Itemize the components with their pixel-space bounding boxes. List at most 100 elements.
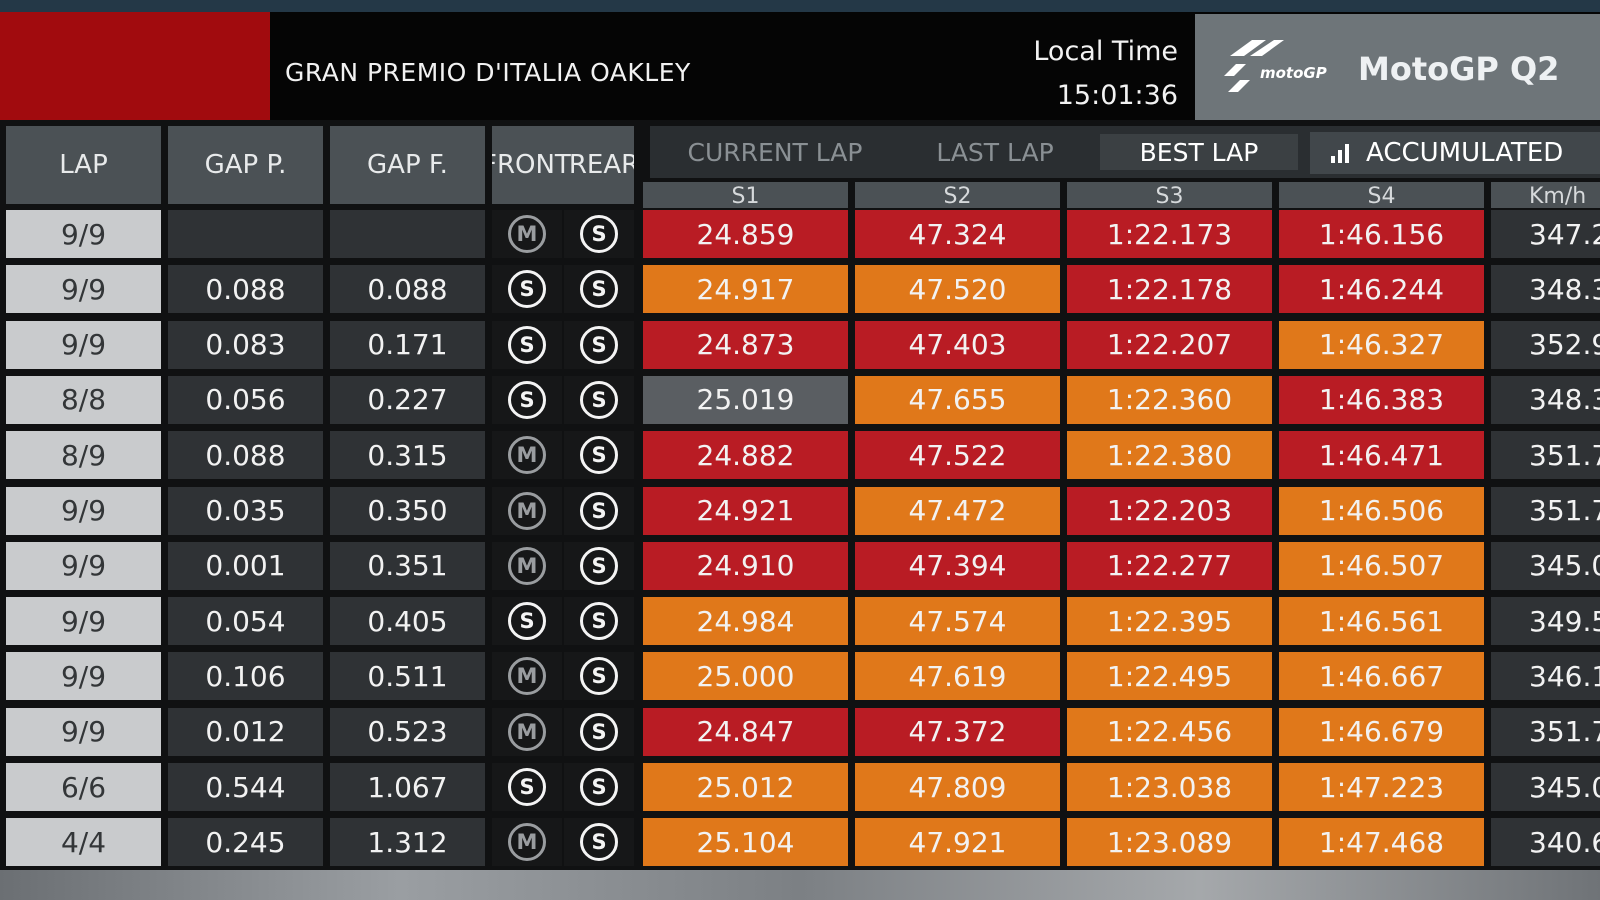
sector-s4-cell: 1:46.156 xyxy=(1279,210,1484,258)
front-tyre-cell: S xyxy=(492,375,562,424)
gap-first-cell: 1.312 xyxy=(330,818,485,867)
soft-tyre-icon: S xyxy=(508,380,546,419)
top-strip xyxy=(0,0,1600,12)
table-row[interactable]: 9/9 0.054 0.405 S S 24.984 47.574 1:22.395 1:46.… xyxy=(0,597,1600,649)
speed-cell: 349.5 xyxy=(1491,597,1600,646)
gap-previous-cell: 0.035 xyxy=(168,486,323,535)
front-tyre-cell: M xyxy=(492,486,562,535)
sector-s3-cell: 1:22.277 xyxy=(1067,541,1272,590)
col-header-gap-previous[interactable]: GAP P. xyxy=(168,126,323,204)
rear-tyre-cell: S xyxy=(564,763,634,811)
sector-s2-cell: 47.403 xyxy=(855,320,1060,369)
gap-first-cell: 0.171 xyxy=(330,320,485,369)
rear-tyre-cell: S xyxy=(564,320,634,369)
rear-tyre-cell: S xyxy=(564,375,634,424)
table-row[interactable]: 8/9 0.088 0.315 M S 24.882 47.522 1:22.380 1:46.… xyxy=(0,431,1600,483)
speed-cell: 351.7 xyxy=(1491,486,1600,535)
medium-tyre-icon: M xyxy=(508,712,546,751)
soft-tyre-icon: S xyxy=(580,270,618,309)
sector-s4-cell: 1:46.507 xyxy=(1279,541,1484,590)
col-header-s3[interactable]: S3 xyxy=(1067,182,1272,208)
gap-previous-cell: 0.088 xyxy=(168,431,323,480)
gap-first-cell: 0.088 xyxy=(330,265,485,314)
sector-s2-cell: 47.574 xyxy=(855,597,1060,646)
sector-s1-cell: 24.859 xyxy=(643,210,848,258)
rear-tyre-cell: S xyxy=(564,597,634,646)
table-row[interactable]: 9/9 0.001 0.351 M S 24.910 47.394 1:22.277 1:46.… xyxy=(0,541,1600,594)
sector-s1-cell: 24.984 xyxy=(643,597,848,646)
rear-tyre-cell: S xyxy=(564,541,634,590)
soft-tyre-icon: S xyxy=(508,602,546,641)
tab-current-lap[interactable]: CURRENT LAP xyxy=(687,137,863,167)
speed-cell: 351.7 xyxy=(1491,431,1600,480)
sector-s2-cell: 47.619 xyxy=(855,652,1060,701)
lap-cell: 6/6 xyxy=(6,763,161,811)
tab-best-lap[interactable]: BEST LAP xyxy=(1100,134,1298,170)
col-header-tyres: FRONT REAR xyxy=(492,126,634,204)
lap-cell: 9/9 xyxy=(6,265,161,314)
table-row[interactable]: 9/9 0.106 0.511 M S 25.000 47.619 1:22.495 1:46.… xyxy=(0,652,1600,704)
team-color-block xyxy=(0,12,270,120)
table-row[interactable]: 9/9 0.035 0.350 M S 24.921 47.472 1:22.203 1:46.… xyxy=(0,486,1600,539)
session-title: MotoGP Q2 xyxy=(1358,50,1560,88)
accumulated-toggle[interactable]: ACCUMULATED xyxy=(1310,132,1600,174)
col-header-s2[interactable]: S2 xyxy=(855,182,1060,208)
sector-s2-cell: 47.921 xyxy=(855,818,1060,867)
table-row[interactable]: 9/9 0.083 0.171 S S 24.873 47.403 1:22.207 1:46.… xyxy=(0,320,1600,373)
front-tyre-cell: M xyxy=(492,541,562,590)
table-row[interactable]: 9/9 0.012 0.523 M S 24.847 47.372 1:22.456 1:46.… xyxy=(0,707,1600,760)
table-row[interactable]: 8/8 0.056 0.227 S S 25.019 47.655 1:22.360 1:46.… xyxy=(0,375,1600,428)
soft-tyre-icon: S xyxy=(580,491,618,530)
lap-cell: 8/8 xyxy=(6,375,161,424)
gap-first-cell: 1.067 xyxy=(330,763,485,811)
sector-s1-cell: 24.921 xyxy=(643,486,848,535)
soft-tyre-icon: S xyxy=(508,768,546,806)
gap-first-cell: 0.523 xyxy=(330,707,485,756)
gap-first-cell xyxy=(330,210,485,258)
table-row[interactable]: 4/4 0.245 1.312 M S 25.104 47.921 1:23.089 1:47.… xyxy=(0,818,1600,870)
rear-tyre-cell: S xyxy=(564,486,634,535)
sector-s3-cell: 1:22.178 xyxy=(1067,265,1272,314)
local-time: 15:01:36 xyxy=(1056,80,1178,111)
tab-last-lap[interactable]: LAST LAP xyxy=(936,137,1054,167)
speed-cell: 347.2 xyxy=(1491,210,1600,258)
sector-s3-cell: 1:22.456 xyxy=(1067,707,1272,756)
sector-s2-cell: 47.394 xyxy=(855,541,1060,590)
sector-s3-cell: 1:22.360 xyxy=(1067,375,1272,424)
col-header-s1[interactable]: S1 xyxy=(643,182,848,208)
front-tyre-cell: M xyxy=(492,707,562,756)
sector-s4-cell: 1:46.383 xyxy=(1279,375,1484,424)
front-tyre-cell: S xyxy=(492,265,562,314)
sector-s3-cell: 1:22.380 xyxy=(1067,431,1272,480)
soft-tyre-icon: S xyxy=(580,436,618,475)
lap-cell: 9/9 xyxy=(6,541,161,590)
gap-previous-cell: 0.106 xyxy=(168,652,323,701)
lap-cell: 9/9 xyxy=(6,597,161,646)
lap-cell: 4/4 xyxy=(6,818,161,867)
gap-previous-cell: 0.012 xyxy=(168,707,323,756)
sector-s3-cell: 1:22.495 xyxy=(1067,652,1272,701)
soft-tyre-icon: S xyxy=(508,270,546,309)
sector-s4-cell: 1:47.223 xyxy=(1279,763,1484,811)
lap-cell: 9/9 xyxy=(6,707,161,756)
sector-s4-cell: 1:46.679 xyxy=(1279,707,1484,756)
table-row[interactable]: 9/9 0.088 0.088 S S 24.917 47.520 1:22.178 1:46.… xyxy=(0,265,1600,317)
speed-cell: 340.6 xyxy=(1491,818,1600,867)
table-row[interactable]: 6/6 0.544 1.067 S S 25.012 47.809 1:23.038 1:47.… xyxy=(0,763,1600,815)
col-header-s4[interactable]: S4 xyxy=(1279,182,1484,208)
speed-cell: 348.3 xyxy=(1491,265,1600,314)
speed-cell: 348.3 xyxy=(1491,375,1600,424)
rear-tyre-cell: S xyxy=(564,818,634,867)
bar-chart-icon xyxy=(1331,144,1349,163)
col-header-gap-first[interactable]: GAP F. xyxy=(330,126,485,204)
soft-tyre-icon: S xyxy=(580,215,618,253)
rear-tyre-cell: S xyxy=(564,652,634,701)
event-title: GRAN PREMIO D'ITALIA OAKLEY xyxy=(285,58,691,87)
sector-s1-cell: 24.917 xyxy=(643,265,848,314)
col-header-speed[interactable]: Km/h xyxy=(1491,182,1600,208)
col-header-lap[interactable]: LAP xyxy=(6,126,161,204)
rear-tyre-cell: S xyxy=(564,707,634,756)
sector-s2-cell: 47.520 xyxy=(855,265,1060,314)
accumulated-label: ACCUMULATED xyxy=(1366,138,1564,168)
